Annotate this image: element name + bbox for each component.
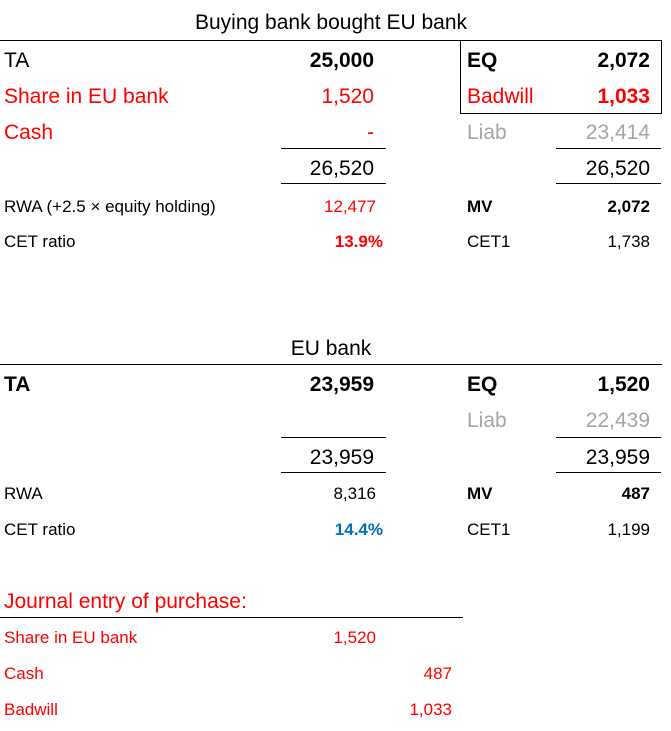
journal-row-label: Cash bbox=[4, 664, 44, 683]
buying-title-underline bbox=[0, 40, 662, 41]
eu-ta-label: TA bbox=[4, 373, 31, 396]
buying-cash-label: Cash bbox=[4, 121, 54, 144]
buying-liab-label: Liab bbox=[467, 121, 507, 144]
eu-mv-label: MV bbox=[467, 484, 493, 503]
buying-title: Buying bank bought EU bank bbox=[194, 11, 468, 34]
buying-cash-value: - bbox=[367, 121, 374, 144]
journal-title: Journal entry of purchase: bbox=[4, 590, 247, 613]
buying-assets-total-line bbox=[281, 183, 386, 184]
buying-assets-sum-line bbox=[281, 148, 386, 149]
eu-cet-value: 14.4% bbox=[334, 520, 383, 539]
eu-liab-sum-line bbox=[556, 437, 661, 438]
eu-liab-total: 23,959 bbox=[585, 446, 650, 469]
journal-row-debit: 1,520 bbox=[333, 628, 376, 647]
eu-assets-total: 23,959 bbox=[309, 446, 374, 469]
eu-assets-sum-line bbox=[281, 437, 386, 438]
buying-share-label: Share in EU bank bbox=[4, 85, 169, 108]
buying-cet1-label: CET1 bbox=[467, 232, 511, 251]
buying-liab-total-line bbox=[556, 183, 661, 184]
eu-rwa-label: RWA bbox=[4, 484, 43, 503]
journal-row-label: Badwill bbox=[4, 700, 58, 719]
eu-cet-label: CET ratio bbox=[4, 520, 76, 539]
journal-title-underline bbox=[0, 617, 463, 618]
buying-ta-label: TA bbox=[4, 49, 30, 72]
buying-liab-sum-line bbox=[556, 148, 661, 149]
buying-liab-total: 26,520 bbox=[585, 157, 650, 180]
eu-title: EU bank bbox=[290, 337, 372, 360]
eu-mv-value: 487 bbox=[621, 484, 650, 503]
buying-ta-value: 25,000 bbox=[309, 49, 374, 72]
journal-row-label: Share in EU bank bbox=[4, 628, 138, 647]
eu-ta-value: 23,959 bbox=[309, 373, 374, 396]
journal-row-credit: 487 bbox=[423, 664, 452, 683]
eu-cet1-label: CET1 bbox=[467, 520, 511, 539]
eu-eq-value: 1,520 bbox=[597, 373, 650, 396]
buying-rwa-value: 12,477 bbox=[324, 197, 376, 216]
buying-eq-value: 2,072 bbox=[597, 49, 650, 72]
eu-cet1-value: 1,199 bbox=[607, 520, 650, 539]
buying-cet-label: CET ratio bbox=[4, 232, 76, 251]
eu-liab-total-line bbox=[556, 472, 661, 473]
buying-mv-value: 2,072 bbox=[607, 197, 650, 216]
buying-badwill-label: Badwill bbox=[467, 85, 534, 108]
buying-cet-value: 13.9% bbox=[334, 232, 383, 251]
journal-row-credit: 1,033 bbox=[409, 700, 452, 719]
eu-title-underline bbox=[0, 364, 662, 365]
buying-cet1-value: 1,738 bbox=[607, 232, 650, 251]
buying-liab-value: 23,414 bbox=[585, 121, 650, 144]
buying-assets-total: 26,520 bbox=[309, 157, 374, 180]
eu-rwa-value: 8,316 bbox=[333, 484, 376, 503]
buying-mv-label: MV bbox=[467, 197, 493, 216]
equity-badwill-box bbox=[460, 40, 662, 114]
buying-share-value: 1,520 bbox=[321, 85, 374, 108]
buying-badwill-value: 1,033 bbox=[597, 85, 650, 108]
eu-liab-label: Liab bbox=[467, 409, 507, 432]
buying-eq-label: EQ bbox=[467, 49, 498, 72]
buying-rwa-label: RWA (+2.5 × equity holding) bbox=[4, 197, 216, 216]
eu-eq-label: EQ bbox=[467, 373, 498, 396]
eu-liab-value: 22,439 bbox=[585, 409, 650, 432]
eu-assets-total-line bbox=[281, 472, 386, 473]
